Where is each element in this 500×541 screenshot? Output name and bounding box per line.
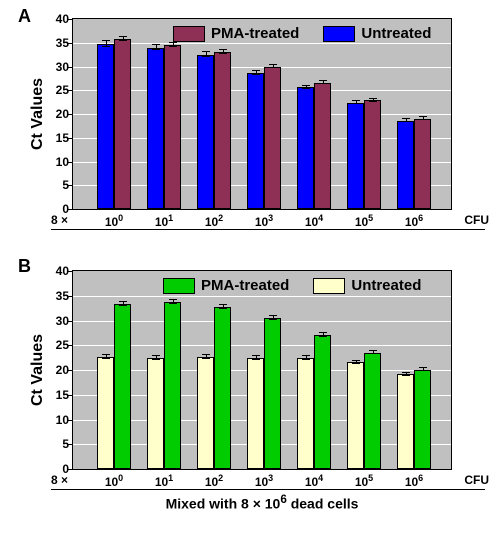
xtick-label: 100 bbox=[105, 209, 123, 229]
xtick-label: 104 bbox=[305, 469, 323, 489]
chart-a-ytitle: Ct Values bbox=[29, 78, 47, 150]
sub-caption: Mixed with 8 × 106 dead cells bbox=[73, 493, 451, 512]
xtick-label: 102 bbox=[205, 469, 223, 489]
legend-label: Untreated bbox=[361, 25, 431, 42]
ytick-mark bbox=[68, 469, 73, 470]
xtick-label: 102 bbox=[205, 209, 223, 229]
xtick-label: 105 bbox=[355, 469, 373, 489]
legend-swatch bbox=[163, 278, 195, 294]
x-rule bbox=[51, 489, 485, 490]
legend-item: Untreated bbox=[313, 277, 421, 294]
xtick-label: 103 bbox=[255, 209, 273, 229]
legend: PMA-treated Untreated bbox=[163, 277, 421, 294]
xtick-label: 100 bbox=[105, 469, 123, 489]
chart-b: 0510152025303540 1001011021031041051068 … bbox=[72, 270, 452, 470]
legend-label: Untreated bbox=[351, 277, 421, 294]
figure: A 0510152025303540 100101102103104105106… bbox=[0, 0, 500, 541]
legend-item: Untreated bbox=[323, 25, 431, 42]
x-prefix: 8 × bbox=[51, 469, 68, 487]
xtick-label: 106 bbox=[405, 469, 423, 489]
xtick-label: 101 bbox=[155, 209, 173, 229]
legend-label: PMA-treated bbox=[201, 277, 289, 294]
chart-a: 0510152025303540 1001011021031041051068 … bbox=[72, 18, 452, 210]
legend: PMA-treated Untreated bbox=[173, 25, 431, 42]
legend-item: PMA-treated bbox=[163, 277, 289, 294]
x-prefix: 8 × bbox=[51, 209, 68, 227]
xtick-label: 105 bbox=[355, 209, 373, 229]
xtick-label: 106 bbox=[405, 209, 423, 229]
xtick-label: 101 bbox=[155, 469, 173, 489]
x-rule bbox=[51, 229, 485, 230]
legend-item: PMA-treated bbox=[173, 25, 299, 42]
x-suffix: CFU bbox=[464, 209, 489, 227]
chart-a-legend: PMA-treated Untreated bbox=[73, 19, 451, 209]
x-suffix: CFU bbox=[464, 469, 489, 487]
xtick-label: 103 bbox=[255, 469, 273, 489]
ytick-mark bbox=[68, 209, 73, 210]
panel-b-label: B bbox=[18, 256, 31, 277]
panel-a-label: A bbox=[18, 6, 31, 27]
chart-b-ytitle: Ct Values bbox=[29, 334, 47, 406]
chart-b-legend: PMA-treated Untreated bbox=[73, 271, 451, 469]
legend-swatch bbox=[323, 26, 355, 42]
legend-label: PMA-treated bbox=[211, 25, 299, 42]
xtick-label: 104 bbox=[305, 209, 323, 229]
legend-swatch bbox=[173, 26, 205, 42]
legend-swatch bbox=[313, 278, 345, 294]
